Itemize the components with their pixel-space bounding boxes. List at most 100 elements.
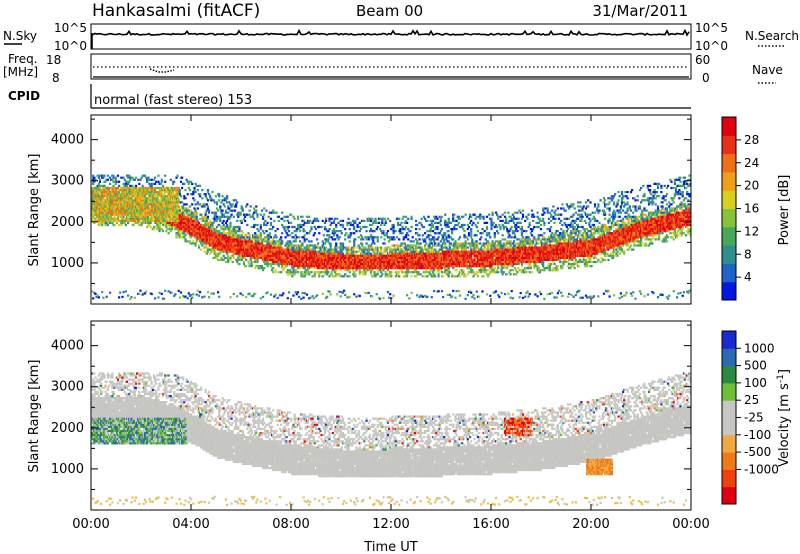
power-cell bbox=[390, 254, 393, 257]
power-cell bbox=[232, 236, 235, 239]
power-cell bbox=[382, 232, 385, 235]
power-cell bbox=[105, 221, 108, 224]
power-cell bbox=[311, 295, 314, 298]
power-cell bbox=[340, 260, 343, 264]
power-cell bbox=[210, 244, 213, 247]
power-cell bbox=[184, 215, 187, 218]
power-cell bbox=[403, 228, 406, 231]
power-cell bbox=[389, 250, 392, 253]
power-cell bbox=[303, 221, 306, 224]
power-cell bbox=[257, 234, 260, 237]
power-cell bbox=[124, 203, 127, 206]
power-cell bbox=[421, 275, 424, 278]
power-cell bbox=[138, 199, 141, 202]
power-cell bbox=[343, 246, 346, 249]
power-cell bbox=[187, 223, 190, 227]
power-cell bbox=[178, 230, 181, 233]
power-cell bbox=[436, 256, 439, 259]
power-cell bbox=[158, 223, 161, 227]
power-cell bbox=[210, 242, 213, 245]
power-cell bbox=[253, 254, 256, 257]
power-cell bbox=[328, 228, 331, 231]
power-cell bbox=[127, 219, 130, 222]
power-cell bbox=[417, 258, 420, 261]
power-cell bbox=[209, 219, 212, 222]
power-cell bbox=[182, 211, 185, 214]
power-cell bbox=[390, 228, 393, 231]
power-cell bbox=[381, 232, 384, 235]
power-cell bbox=[110, 186, 113, 190]
power-cell bbox=[424, 217, 427, 220]
power-cell bbox=[327, 240, 330, 243]
power-cell bbox=[327, 290, 330, 293]
power-cell bbox=[114, 209, 117, 212]
power-cell bbox=[383, 238, 386, 241]
power-cell bbox=[156, 209, 159, 212]
power-cell bbox=[140, 221, 143, 224]
power-cell bbox=[296, 267, 300, 270]
power-cell bbox=[268, 232, 271, 235]
power-cell bbox=[220, 201, 223, 204]
power-cell bbox=[291, 256, 294, 259]
power-cell bbox=[263, 207, 266, 210]
power-cell bbox=[111, 189, 114, 192]
power-cell bbox=[188, 189, 192, 192]
power-cell bbox=[331, 232, 334, 235]
power-cell bbox=[266, 265, 269, 268]
power-cell bbox=[299, 267, 302, 270]
power-cell bbox=[152, 199, 156, 202]
power-cell bbox=[188, 228, 192, 231]
power-cell bbox=[371, 217, 374, 220]
power-cell bbox=[210, 292, 213, 295]
power-cell bbox=[365, 238, 368, 241]
power-cell bbox=[169, 186, 172, 190]
power-cell bbox=[316, 294, 319, 297]
power-cell bbox=[437, 269, 440, 272]
power-cell bbox=[143, 195, 147, 198]
power-cell bbox=[148, 189, 151, 192]
power-cell bbox=[165, 209, 168, 212]
power-cell bbox=[417, 234, 420, 237]
power-cell bbox=[417, 267, 420, 270]
power-cell bbox=[251, 295, 255, 298]
power-cell bbox=[210, 250, 213, 253]
power-cell bbox=[301, 292, 304, 295]
power-cell bbox=[246, 252, 249, 255]
power-cell bbox=[277, 271, 280, 274]
power-cell bbox=[309, 252, 312, 255]
power-cell bbox=[439, 219, 442, 222]
power-cell bbox=[205, 234, 208, 237]
power-cell bbox=[101, 217, 104, 220]
power-cell bbox=[295, 293, 298, 296]
power-cell bbox=[370, 219, 373, 222]
power-cell bbox=[211, 191, 214, 194]
power-cell bbox=[318, 250, 321, 253]
power-cell bbox=[103, 195, 106, 198]
power-cell bbox=[349, 265, 352, 268]
power-cell bbox=[236, 260, 239, 264]
power-cell bbox=[167, 199, 170, 202]
power-cell bbox=[411, 236, 414, 239]
power-cell bbox=[340, 256, 343, 259]
power-cell bbox=[250, 250, 253, 253]
power-cell bbox=[241, 254, 244, 257]
power-cell bbox=[201, 225, 204, 229]
power-cell bbox=[264, 254, 267, 257]
power-cell bbox=[214, 236, 217, 239]
power-cell bbox=[206, 191, 210, 194]
freq-unit: [MHz] bbox=[3, 65, 38, 79]
power-cell bbox=[403, 250, 406, 253]
power-cell bbox=[221, 199, 224, 202]
power-cell bbox=[376, 271, 379, 274]
power-cell bbox=[232, 225, 235, 229]
power-cell bbox=[183, 213, 186, 216]
power-cell bbox=[331, 230, 334, 233]
nsky-tick-bottom: 10^0 bbox=[54, 39, 87, 53]
power-cell bbox=[155, 199, 158, 202]
power-cell bbox=[348, 271, 351, 274]
power-cell bbox=[222, 258, 225, 261]
power-cell bbox=[245, 265, 248, 268]
power-cell bbox=[410, 244, 413, 247]
power-cell bbox=[237, 256, 240, 259]
power-cell bbox=[264, 246, 267, 249]
